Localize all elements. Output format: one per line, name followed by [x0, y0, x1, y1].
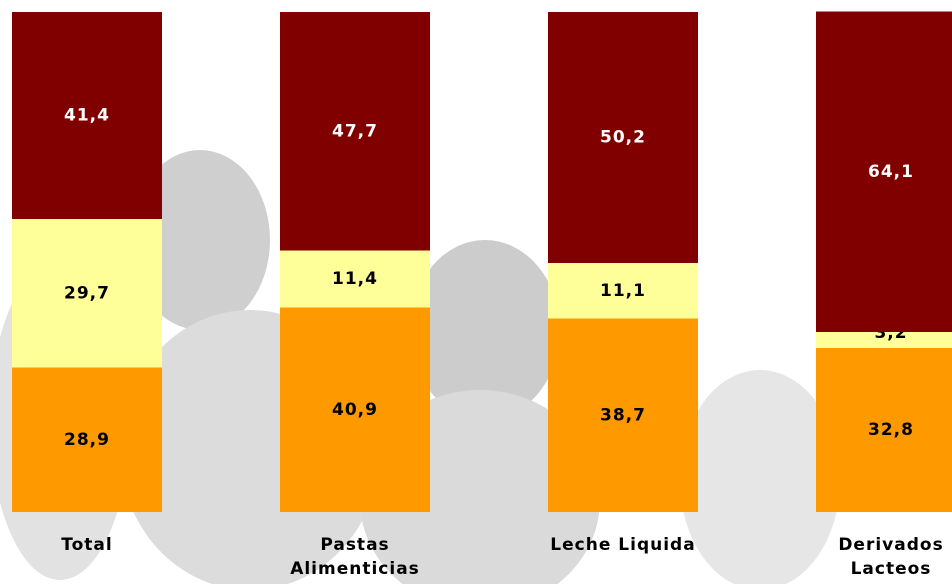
x-tick-label: Derivados	[838, 535, 943, 555]
bar-segment	[548, 12, 698, 263]
bar-segment	[816, 348, 952, 512]
data-label: 32,8	[868, 420, 914, 440]
x-tick-label: Total	[61, 535, 112, 555]
bar-segment	[280, 250, 430, 308]
data-label: 47,7	[332, 121, 378, 141]
data-label: 50,2	[600, 128, 646, 148]
data-label: 29,7	[64, 283, 110, 303]
data-label: 64,1	[868, 162, 914, 182]
bar-segment	[12, 12, 162, 219]
data-label: 11,1	[600, 281, 646, 301]
data-label: 11,4	[332, 269, 378, 289]
bar-segment	[548, 263, 698, 319]
bar-segment	[12, 367, 162, 512]
bar-segment	[12, 219, 162, 368]
data-label: 38,7	[600, 405, 646, 425]
data-label: 28,9	[64, 430, 110, 450]
data-label: 41,4	[64, 106, 110, 126]
x-tick-label: Pastas	[320, 535, 389, 555]
bar-segment	[548, 318, 698, 512]
data-label: 40,9	[332, 400, 378, 420]
bar-segment	[816, 11, 952, 332]
x-tick-label: Alimenticias	[290, 559, 420, 579]
x-tick-label: Lacteos	[851, 559, 932, 579]
x-tick-label: Leche Liquida	[550, 535, 695, 555]
bar-segment	[280, 307, 430, 512]
bar-segment	[816, 332, 952, 348]
bar-segment	[280, 12, 430, 251]
